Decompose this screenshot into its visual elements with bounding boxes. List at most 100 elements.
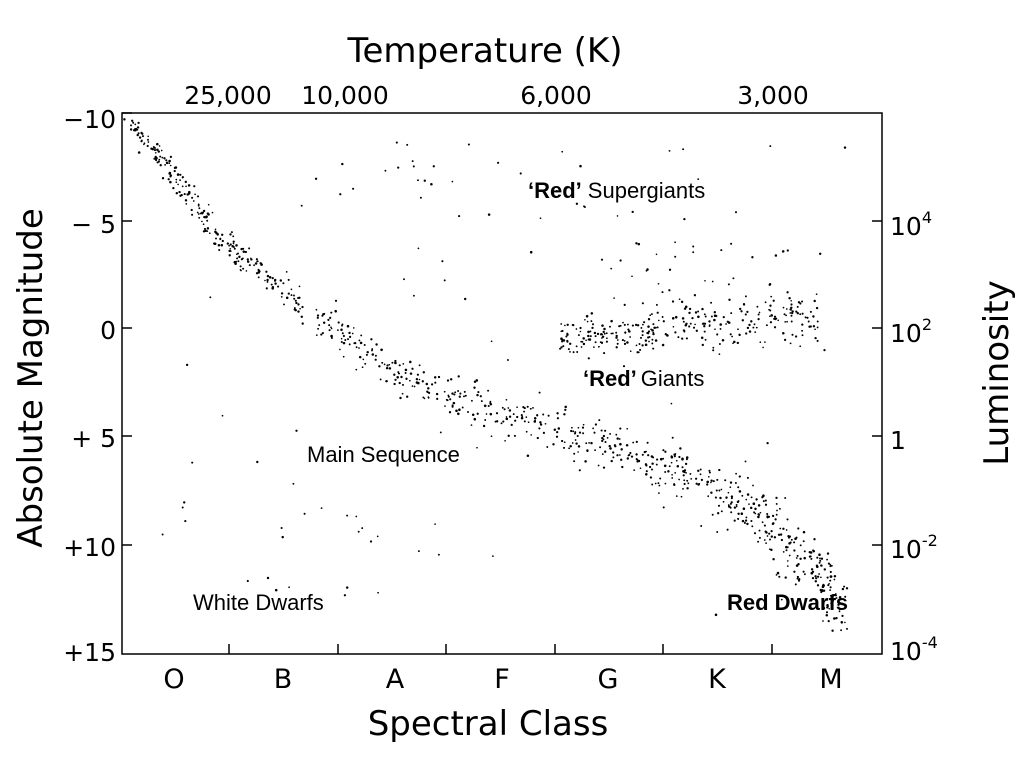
star-point bbox=[426, 391, 429, 394]
star-point bbox=[737, 486, 740, 489]
star-point bbox=[635, 344, 638, 347]
star-point bbox=[516, 415, 519, 419]
star-point bbox=[758, 311, 761, 314]
star-point bbox=[556, 412, 559, 415]
star-point bbox=[422, 371, 426, 374]
star-point bbox=[631, 210, 634, 214]
star-point bbox=[653, 326, 656, 329]
star-point bbox=[655, 253, 658, 256]
star-point bbox=[397, 166, 400, 169]
star-point bbox=[678, 455, 681, 459]
star-point bbox=[579, 164, 582, 168]
star-point bbox=[295, 301, 298, 305]
star-point bbox=[769, 538, 771, 541]
star-point bbox=[451, 392, 454, 395]
star-point bbox=[662, 457, 665, 460]
star-point bbox=[737, 512, 740, 515]
star-point bbox=[636, 458, 639, 461]
star-point bbox=[616, 342, 619, 345]
star-point bbox=[838, 595, 842, 599]
star-point bbox=[208, 232, 211, 235]
star-point bbox=[245, 270, 248, 272]
star-point bbox=[321, 332, 324, 335]
star-point bbox=[358, 347, 360, 349]
star-point bbox=[809, 325, 812, 328]
star-point bbox=[501, 406, 504, 409]
star-point bbox=[432, 165, 435, 168]
star-point bbox=[756, 305, 759, 308]
star-point bbox=[764, 301, 767, 304]
star-point bbox=[552, 443, 555, 446]
star-point bbox=[242, 267, 245, 270]
top-tick-label: 10,000 bbox=[301, 81, 388, 110]
star-point bbox=[755, 326, 758, 329]
star-point bbox=[782, 306, 785, 309]
star-point bbox=[266, 280, 269, 283]
star-point bbox=[764, 503, 768, 506]
star-point bbox=[826, 552, 830, 555]
star-point bbox=[841, 614, 844, 618]
spectral-class-label: G bbox=[598, 664, 619, 695]
star-point bbox=[346, 514, 349, 517]
star-point bbox=[635, 440, 638, 443]
star-point bbox=[544, 422, 547, 425]
star-point bbox=[228, 244, 230, 247]
star-point bbox=[675, 495, 678, 497]
star-point bbox=[631, 324, 634, 327]
star-point bbox=[159, 155, 162, 158]
star-point bbox=[762, 494, 765, 498]
star-point bbox=[673, 483, 676, 487]
star-point bbox=[701, 307, 704, 311]
star-point bbox=[758, 529, 761, 532]
star-point bbox=[409, 360, 412, 364]
star-point bbox=[181, 176, 184, 179]
star-point bbox=[812, 315, 815, 318]
giants-label: ‘Red’ Giants bbox=[583, 366, 704, 391]
star-point bbox=[215, 237, 217, 240]
star-point bbox=[514, 419, 517, 422]
star-point bbox=[285, 271, 288, 273]
star-point bbox=[708, 320, 711, 323]
star-point bbox=[584, 460, 587, 463]
star-point bbox=[692, 245, 695, 248]
star-point bbox=[412, 165, 415, 168]
star-point bbox=[674, 331, 677, 334]
star-point bbox=[727, 491, 730, 494]
star-point bbox=[378, 365, 381, 368]
star-point bbox=[802, 540, 805, 543]
star-point bbox=[619, 259, 622, 262]
star-point bbox=[751, 525, 754, 528]
star-point bbox=[316, 316, 319, 319]
star-point bbox=[647, 318, 651, 321]
star-point bbox=[781, 250, 785, 253]
star-point bbox=[154, 151, 157, 154]
star-point bbox=[221, 233, 224, 236]
star-point bbox=[754, 512, 757, 515]
star-point bbox=[362, 358, 365, 361]
star-point bbox=[820, 564, 823, 567]
star-point bbox=[826, 558, 828, 561]
star-point bbox=[232, 246, 235, 248]
star-points bbox=[123, 118, 849, 632]
star-point bbox=[683, 479, 686, 482]
star-point bbox=[664, 482, 667, 485]
star-point bbox=[191, 461, 194, 464]
star-point bbox=[539, 217, 542, 220]
star-point bbox=[519, 172, 522, 175]
star-point bbox=[651, 462, 654, 465]
star-point bbox=[846, 627, 848, 630]
star-point bbox=[710, 481, 712, 484]
star-point bbox=[484, 419, 487, 421]
star-point bbox=[266, 278, 269, 282]
star-point bbox=[814, 575, 817, 578]
star-point bbox=[616, 454, 619, 457]
star-point bbox=[415, 377, 419, 381]
star-point bbox=[812, 550, 816, 553]
star-point bbox=[678, 478, 680, 481]
star-point bbox=[560, 330, 563, 333]
star-point bbox=[583, 205, 586, 209]
star-point bbox=[623, 340, 626, 342]
star-point bbox=[719, 323, 722, 326]
star-point bbox=[566, 339, 569, 343]
star-point bbox=[520, 414, 523, 417]
